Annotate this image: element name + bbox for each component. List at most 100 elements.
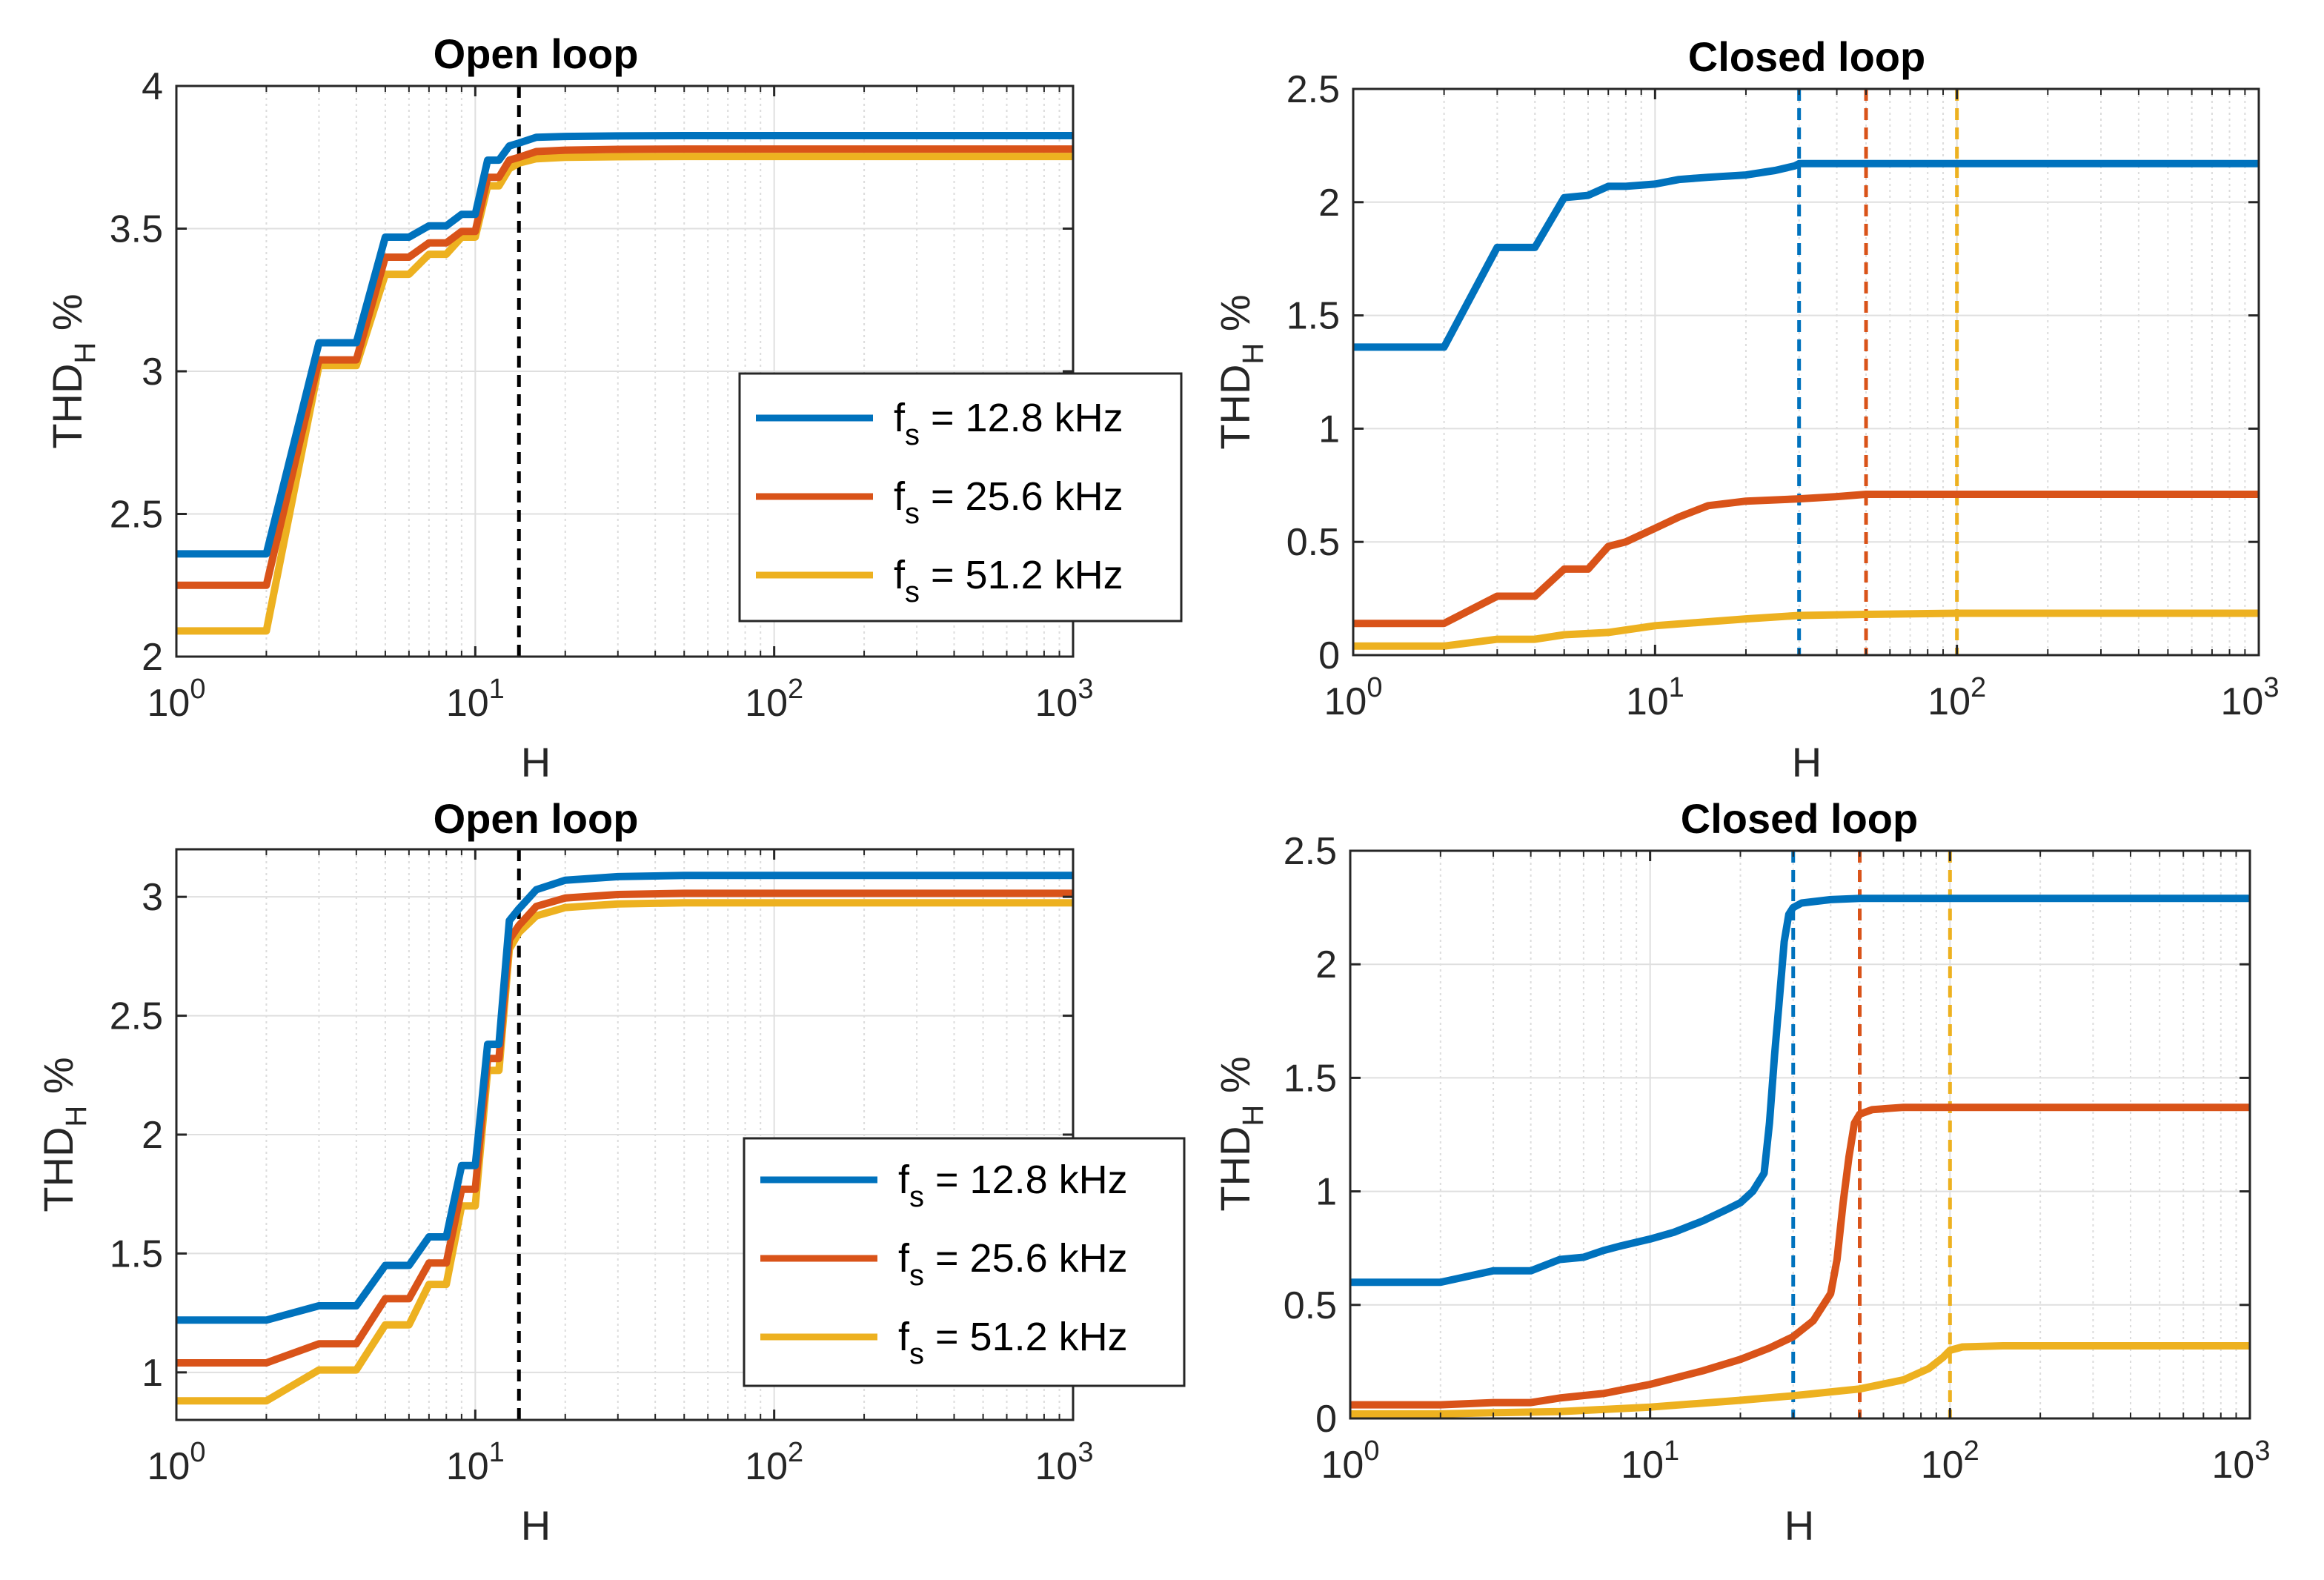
y-tick-label: 2.5	[110, 995, 163, 1038]
legend-label-fs-12-8: fs = 12.8 kHz	[894, 396, 1123, 451]
x-axis-label: H	[1784, 1502, 1814, 1549]
x-axis-label: H	[521, 739, 551, 786]
axes-box	[1349, 849, 2251, 1420]
axes-box	[1352, 87, 2260, 657]
x-tick-base: 10	[147, 1445, 190, 1488]
x-tick-base: 10	[1621, 1444, 1664, 1487]
legend-entry-fs-25-6: fs = 25.6 kHz	[756, 474, 1123, 530]
x-tick-exponent: 3	[2254, 1435, 2270, 1467]
y-tick-label: 1	[142, 1352, 163, 1395]
x-tick-base: 10	[1321, 1444, 1364, 1487]
y-tick-label: 0	[1318, 634, 1340, 677]
x-tick-base: 10	[446, 1445, 489, 1488]
legend-label-fs-51-2: fs = 51.2 kHz	[898, 1315, 1128, 1370]
x-tick-exponent: 1	[489, 674, 505, 705]
x-tick-label: 101	[446, 1437, 505, 1488]
legend-label-fs-51-2: fs = 51.2 kHz	[894, 553, 1123, 608]
y-tick-label: 1	[1318, 408, 1340, 451]
y-tick-label: 3.5	[110, 208, 163, 251]
x-tick-exponent: 0	[190, 1437, 205, 1468]
x-tick-label: 102	[745, 674, 803, 725]
x-tick-label: 100	[1324, 672, 1383, 723]
x-tick-exponent: 3	[2263, 672, 2279, 703]
y-tick-label: 1	[1315, 1171, 1337, 1214]
x-tick-base: 10	[1626, 680, 1669, 723]
x-tick-base: 10	[1324, 680, 1367, 723]
legend-entry-fs-12-8: fs = 12.8 kHz	[756, 396, 1123, 451]
y-tick-label: 0	[1315, 1398, 1337, 1441]
x-tick-exponent: 2	[788, 674, 803, 705]
x-axis-label: H	[521, 1502, 551, 1549]
y-tick-label: 1.5	[110, 1232, 163, 1275]
legend-label-fs-12-8: fs = 12.8 kHz	[898, 1158, 1128, 1213]
legend: fs = 12.8 kHz fs = 25.6 kHz fs = 51.2 kH…	[738, 372, 1183, 623]
series-line-fs-51-2	[1353, 609, 2259, 650]
legend: fs = 12.8 kHz fs = 25.6 kHz fs = 51.2 kH…	[743, 1137, 1186, 1387]
y-tick-label: 2.5	[1284, 830, 1337, 873]
y-tick-label: 2.5	[110, 494, 163, 537]
x-tick-exponent: 0	[1367, 672, 1382, 703]
x-tick-label: 103	[1035, 1437, 1094, 1488]
chart-title: Closed loop	[1681, 795, 1918, 842]
y-tick-label: 2	[1315, 943, 1337, 986]
y-tick-label: 3	[142, 351, 163, 394]
x-tick-label: 102	[1921, 1435, 1979, 1487]
x-tick-exponent: 1	[489, 1437, 505, 1468]
y-tick-label: 2	[142, 636, 163, 679]
chart-title: Open loop	[434, 795, 639, 842]
series-line-fs-12-8	[176, 872, 1073, 1324]
x-tick-label: 102	[1928, 672, 1986, 723]
series-line-fs-25-6	[1350, 1103, 2250, 1409]
y-axis-label: THDH %	[35, 1057, 93, 1212]
plot-background	[1353, 89, 2259, 655]
x-tick-base: 10	[745, 1445, 788, 1488]
x-tick-exponent: 0	[1364, 1435, 1379, 1467]
y-tick-label: 4	[142, 65, 163, 108]
x-tick-base: 10	[2212, 1444, 2255, 1487]
x-tick-exponent: 2	[1964, 1435, 1979, 1467]
series-line-fs-12-8	[1350, 894, 2250, 1287]
x-tick-base: 10	[147, 682, 190, 725]
series-line-fs-51-2	[1350, 1342, 2250, 1418]
legend-label-fs-25-6: fs = 25.6 kHz	[898, 1236, 1128, 1292]
x-axis-label: H	[1792, 739, 1822, 786]
x-tick-base: 10	[1928, 680, 1971, 723]
x-tick-label: 100	[147, 1437, 206, 1488]
x-tick-base: 10	[745, 682, 788, 725]
x-tick-exponent: 2	[1971, 672, 1986, 703]
series-line-fs-25-6	[1353, 491, 2259, 628]
chart-title: Closed loop	[1688, 33, 1925, 80]
x-tick-exponent: 1	[1669, 672, 1684, 703]
x-tick-label: 103	[2221, 672, 2280, 723]
x-tick-label: 103	[1035, 674, 1094, 725]
x-tick-exponent: 3	[1078, 1437, 1093, 1468]
series-line-fs-12-8	[176, 132, 1073, 558]
x-tick-exponent: 3	[1078, 674, 1093, 705]
x-tick-label: 100	[147, 674, 206, 725]
legend-label-fs-25-6: fs = 25.6 kHz	[894, 474, 1123, 530]
x-tick-label: 101	[1626, 672, 1684, 723]
x-tick-label: 101	[446, 674, 505, 725]
x-tick-label: 103	[2212, 1435, 2271, 1487]
x-tick-base: 10	[1035, 682, 1078, 725]
y-tick-label: 3	[142, 876, 163, 919]
x-tick-label: 100	[1321, 1435, 1380, 1487]
y-axis-label: THDH %	[1212, 294, 1269, 449]
series-line-fs-25-6	[176, 145, 1073, 589]
legend-entry-fs-51-2: fs = 51.2 kHz	[756, 553, 1123, 608]
y-tick-label: 0.5	[1284, 1284, 1337, 1327]
y-tick-label: 2	[1318, 182, 1340, 225]
x-tick-exponent: 2	[788, 1437, 803, 1468]
chart-title: Open loop	[434, 30, 639, 77]
series-line-fs-12-8	[1353, 159, 2259, 351]
legend-entry-fs-25-6: fs = 25.6 kHz	[760, 1236, 1128, 1292]
x-tick-label: 101	[1621, 1435, 1679, 1487]
x-tick-base: 10	[1921, 1444, 1964, 1487]
